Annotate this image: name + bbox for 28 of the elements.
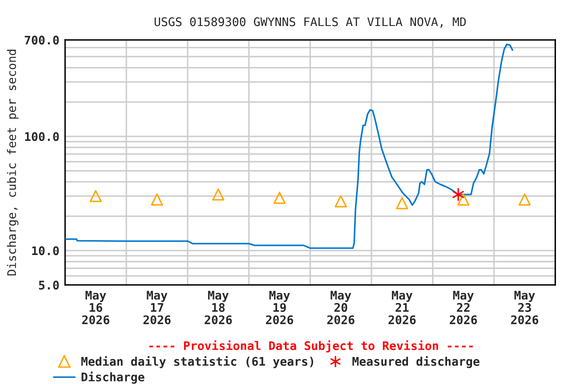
point	[452, 188, 464, 201]
legend-label: Measured discharge	[352, 356, 480, 368]
text: ---- Provisional Data Subject to Revision ----	[149, 340, 473, 352]
legend-label: Median daily statistic (61 years)	[81, 356, 314, 368]
chart-title: USGS 01589300 GWYNNS FALLS AT VILLA NOVA, MD	[154, 17, 466, 28]
x-tick-label: May 21 2026	[388, 290, 416, 324]
x-tick-label: May 17 2026	[143, 290, 171, 324]
point	[212, 188, 224, 201]
y-tick-label: 10.0	[32, 246, 59, 256]
point	[518, 193, 531, 206]
x-tick-label: May 18 2026	[204, 290, 232, 324]
point	[457, 193, 470, 206]
x-tick-label: May 22 2026	[450, 290, 477, 324]
y-axis-title: Discharge, cubic feet per second	[6, 50, 18, 276]
point	[90, 190, 102, 202]
point	[150, 193, 164, 206]
x-tick-label: May 19 2026	[266, 290, 294, 324]
legend-label: Discharge	[82, 372, 144, 384]
x-tick-label: May 23 2026	[511, 290, 538, 324]
point	[273, 192, 286, 204]
point	[334, 195, 347, 208]
point	[396, 197, 408, 210]
y-tick-label: 100.0	[25, 132, 59, 142]
x-tick-label: May 20 2026	[327, 290, 354, 324]
y-tick-label: 700.0	[24, 36, 59, 45]
y-tick-label: 5.0	[39, 280, 59, 290]
x-tick-label: May 16 2026	[82, 290, 110, 324]
line-series	[65, 44, 514, 249]
